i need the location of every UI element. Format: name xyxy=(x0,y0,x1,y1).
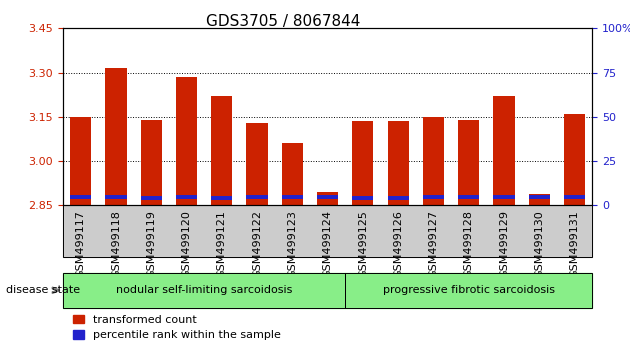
Bar xyxy=(282,143,303,205)
Text: progressive fibrotic sarcoidosis: progressive fibrotic sarcoidosis xyxy=(382,285,555,295)
Bar xyxy=(140,120,162,205)
Bar xyxy=(387,121,409,205)
Bar xyxy=(458,195,479,199)
Bar xyxy=(423,195,444,199)
Bar xyxy=(423,117,444,205)
Bar xyxy=(105,195,127,199)
Bar xyxy=(211,196,232,200)
Bar xyxy=(493,96,515,205)
Bar xyxy=(529,195,550,199)
Bar xyxy=(140,196,162,200)
Bar xyxy=(458,120,479,205)
Bar xyxy=(564,195,585,199)
Bar xyxy=(282,195,303,199)
Legend: transformed count, percentile rank within the sample: transformed count, percentile rank withi… xyxy=(69,310,285,345)
Text: disease state: disease state xyxy=(6,285,81,295)
Bar xyxy=(352,121,374,205)
Bar xyxy=(317,192,338,205)
Bar xyxy=(70,117,91,205)
Bar xyxy=(352,196,374,200)
Bar xyxy=(246,123,268,205)
Bar xyxy=(493,195,515,199)
Bar xyxy=(564,114,585,205)
Bar xyxy=(246,195,268,199)
Bar xyxy=(529,194,550,205)
Bar xyxy=(176,195,197,199)
Bar xyxy=(317,195,338,199)
Bar xyxy=(70,195,91,199)
Bar xyxy=(387,196,409,200)
Bar xyxy=(176,77,197,205)
Bar xyxy=(211,96,232,205)
Text: nodular self-limiting sarcoidosis: nodular self-limiting sarcoidosis xyxy=(116,285,292,295)
Text: GDS3705 / 8067844: GDS3705 / 8067844 xyxy=(206,14,361,29)
Bar xyxy=(105,68,127,205)
